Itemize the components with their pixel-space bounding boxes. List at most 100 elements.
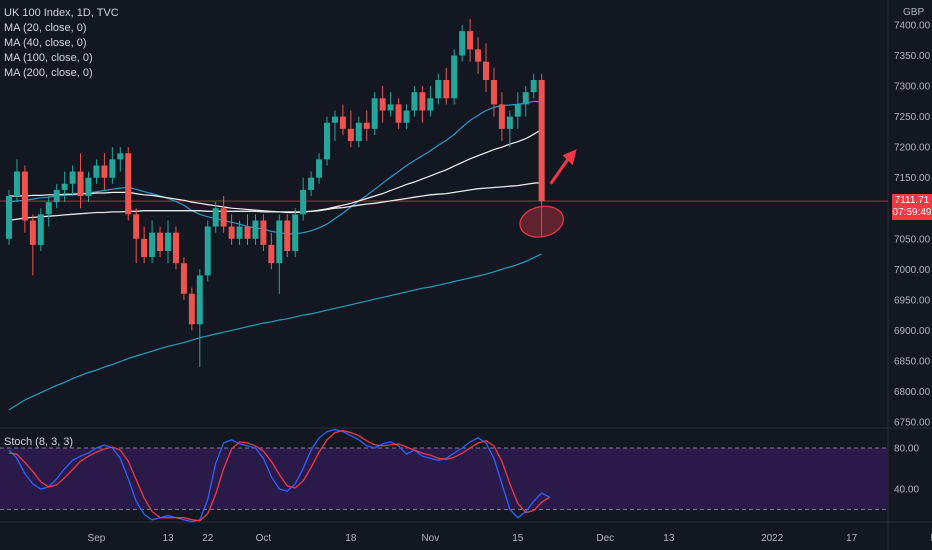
moving-averages: [8, 100, 542, 411]
price-tick-label: 7000.00: [894, 265, 931, 276]
legend-ma200[interactable]: MA (200, close, 0): [4, 67, 93, 79]
candle-body: [212, 208, 219, 227]
candle-body: [300, 189, 307, 215]
stochastic-lines: [8, 428, 550, 523]
candle-body: [61, 183, 68, 190]
stoch-legend[interactable]: Stoch (8, 3, 3): [4, 436, 74, 448]
candle-body: [45, 202, 52, 215]
candle-body: [125, 153, 132, 215]
ma-line: [8, 253, 542, 411]
candle-body: [371, 98, 378, 129]
legend-title[interactable]: UK 100 Index, 1D, TVC: [4, 7, 119, 19]
stoch-tick-label: 40.00: [894, 485, 919, 496]
stoch-tick-label: 80.00: [894, 444, 919, 455]
price-tick-label: 6800.00: [894, 387, 931, 398]
candle-body: [395, 104, 402, 123]
time-tick-label: Feb: [931, 533, 932, 544]
candle-body: [514, 104, 521, 117]
last-price-value: 7111.71: [894, 195, 930, 206]
price-tick-label: 7150.00: [894, 173, 931, 184]
candle-body: [141, 238, 148, 258]
time-tick-label: Oct: [256, 533, 272, 544]
candle-body: [133, 214, 140, 239]
candle-body: [522, 92, 529, 105]
legend-ma100[interactable]: MA (100, close, 0): [4, 52, 93, 64]
candle-body: [538, 79, 545, 202]
candle-body: [506, 116, 513, 129]
price-tick-label: 7400.00: [894, 21, 931, 32]
price-tick-label: 6850.00: [894, 356, 931, 367]
candle-body: [21, 171, 28, 221]
currency-label[interactable]: GBP: [903, 7, 925, 18]
price-tick-label: 7300.00: [894, 82, 931, 93]
candle-body: [117, 153, 124, 160]
candle-body: [387, 104, 394, 111]
candle-body: [339, 116, 346, 129]
legend-ma20[interactable]: MA (20, close, 0): [4, 22, 87, 34]
time-tick-label: Dec: [596, 533, 614, 544]
legend-ma40[interactable]: MA (40, close, 0): [4, 37, 87, 49]
candle-body: [85, 177, 92, 197]
last-price-tag: 7111.71 07:59:49: [892, 194, 932, 220]
time-tick-label: 18: [345, 533, 357, 544]
price-tick-label: 6950.00: [894, 295, 931, 306]
candle-body: [101, 165, 108, 178]
ma-line: [8, 100, 542, 235]
candle-body: [403, 110, 410, 123]
highlight-ellipse: [519, 205, 564, 238]
candle-body: [355, 122, 362, 142]
candle-body: [180, 263, 187, 294]
candle-body: [292, 214, 299, 251]
candle-body: [220, 208, 227, 227]
candle-body: [530, 79, 537, 93]
price-tick-label: 7250.00: [894, 112, 931, 123]
price-axis[interactable]: 6750.00 6800.00 6850.00 6900.00 6950.00 7000.…: [894, 21, 931, 496]
candle-body: [6, 196, 12, 239]
time-tick-label: 2022: [761, 533, 784, 544]
ma-line: [8, 181, 542, 222]
candle-body: [363, 122, 370, 129]
time-tick-label: Sep: [88, 533, 106, 544]
stoch-d-line: [8, 429, 550, 522]
candlesticks[interactable]: [6, 18, 545, 368]
candle-body: [467, 31, 474, 50]
candle-body: [316, 159, 323, 178]
candle-body: [475, 49, 482, 62]
price-tick-label: 7350.00: [894, 51, 931, 62]
time-axis[interactable]: Sep 13 22 Oct 18 Nov 15 Dec 13 2022 17 Feb: [88, 533, 932, 544]
candle-body: [490, 79, 497, 105]
candle-body: [37, 214, 44, 245]
candle-body: [196, 275, 203, 325]
candle-body: [77, 171, 84, 197]
candle-body: [204, 226, 211, 276]
candle-body: [53, 189, 60, 203]
candle-body: [459, 31, 466, 56]
candle-body: [188, 293, 195, 325]
bar-countdown: 07:59:49: [892, 207, 932, 218]
candle-body: [411, 92, 418, 111]
candle-body: [443, 79, 450, 99]
stoch-band: [0, 447, 888, 510]
candle-body: [236, 226, 243, 239]
time-tick-label: 22: [202, 533, 214, 544]
price-tick-label: 7050.00: [894, 234, 931, 245]
candle-body: [157, 232, 164, 251]
candle-body: [419, 92, 426, 111]
candle-body: [228, 226, 235, 239]
candle-body: [308, 177, 315, 190]
candle-body: [331, 116, 338, 123]
price-tick-label: 7200.00: [894, 143, 931, 154]
candle-body: [252, 220, 259, 239]
candle-body: [276, 220, 283, 264]
candle-body: [13, 171, 20, 197]
price-tick-label: 6750.00: [894, 418, 931, 429]
annotations: [519, 149, 577, 238]
time-tick-label: 13: [663, 533, 675, 544]
stoch-band-fill: [0, 448, 888, 510]
candle-body: [172, 232, 179, 264]
candle-body: [244, 226, 251, 239]
time-tick-label: 13: [162, 533, 174, 544]
time-tick-label: Nov: [421, 533, 439, 544]
chart-legend: UK 100 Index, 1D, TVC MA (20, close, 0) …: [4, 6, 119, 81]
